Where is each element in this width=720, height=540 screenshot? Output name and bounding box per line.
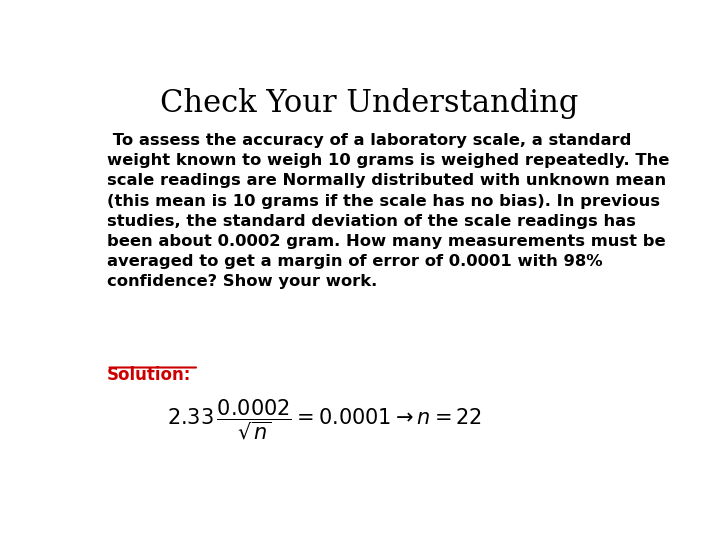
Text: Solution:: Solution: (107, 366, 191, 384)
Text: Check Your Understanding: Check Your Understanding (160, 87, 578, 119)
Text: To assess the accuracy of a laboratory scale, a standard
weight known to weigh 1: To assess the accuracy of a laboratory s… (107, 133, 669, 289)
Text: $\mathregular{2.33}\,\dfrac{\mathregular{0.0002}}{\sqrt{n}} = \mathregular{0.000: $\mathregular{2.33}\,\dfrac{\mathregular… (167, 397, 482, 442)
